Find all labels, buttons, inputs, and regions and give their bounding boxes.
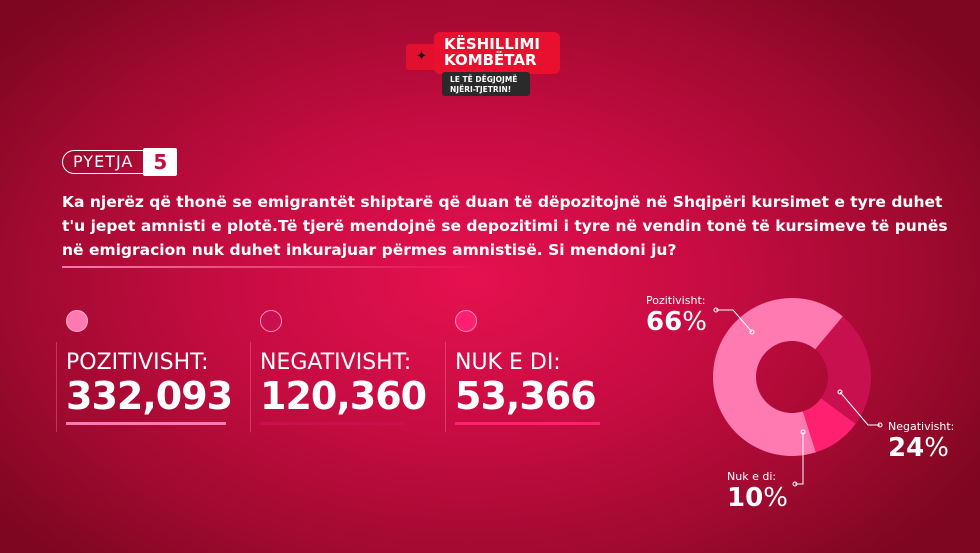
separator — [56, 342, 57, 432]
leader-dot — [749, 329, 755, 335]
stat-label: NUK E DI: — [455, 350, 561, 375]
leader-dot — [792, 481, 798, 487]
pct-label-pozitivisht: Pozitivisht: 66% — [646, 294, 707, 337]
slice-value: 10 — [727, 483, 764, 513]
stat-label: POZITIVISHT: — [66, 350, 209, 375]
unit: % — [763, 483, 788, 513]
logo-line1: KËSHILLIMI — [444, 35, 541, 53]
leader-dot — [800, 429, 806, 435]
slice-category: Negativisht: — [888, 420, 955, 433]
logo-line2: KOMBËTAR — [444, 51, 537, 69]
logo-tag2: NJËRI-TJETRIN! — [450, 85, 512, 94]
question-badge: PYETJA 5 — [62, 148, 178, 176]
separator — [250, 342, 251, 432]
legend-dot — [455, 310, 477, 332]
stat-bar — [455, 422, 600, 425]
legend-dot — [66, 310, 88, 332]
pct-label-negativisht: Negativisht: 24% — [888, 420, 954, 463]
divider — [62, 266, 482, 268]
question-text: Ka njerëz që thonë se emigrantët shiptar… — [62, 193, 948, 259]
logo: ✦ KËSHILLIMI KOMBËTAR LE TË DËGJOJMË NJËRI… — [406, 32, 561, 98]
slice-value: 24 — [888, 433, 925, 463]
stat-bar — [260, 422, 405, 425]
pct-label-nuk-e-di: Nuk e di: 10% — [727, 470, 788, 513]
flag-badge — [406, 44, 438, 70]
stat-value: 120,360 — [260, 374, 427, 418]
question-number: 5 — [143, 148, 178, 176]
leader-line — [795, 432, 804, 485]
slice-value: 66 — [646, 307, 683, 337]
logo-tagline: LE TË DËGJOJMË NJËRI-TJETRIN! — [442, 72, 530, 96]
leader-line — [839, 391, 880, 426]
question-label: PYETJA — [62, 150, 144, 174]
stat-label: NEGATIVISHT: — [260, 350, 412, 375]
leader-dot — [713, 307, 719, 313]
stat-value: 332,093 — [66, 374, 233, 418]
albanian-eagle-icon: ✦ — [416, 49, 427, 64]
unit: % — [682, 307, 707, 337]
slice-negativisht — [815, 316, 871, 424]
logo-title: KËSHILLIMI KOMBËTAR — [434, 32, 560, 74]
stat-value: 53,366 — [455, 374, 597, 418]
leader-line — [716, 309, 753, 333]
slice-pozitivisht — [713, 298, 843, 456]
stat-bar — [66, 422, 226, 425]
leader-dot — [877, 422, 883, 428]
slice-nuk-e-di — [802, 398, 856, 453]
slice-category: Pozitivisht: — [646, 294, 706, 307]
slice-category: Nuk e di: — [727, 470, 777, 483]
unit: % — [924, 433, 949, 463]
legend-dot — [260, 310, 282, 332]
separator — [445, 342, 446, 432]
leader-dot — [837, 389, 843, 395]
logo-tag1: LE TË DËGJOJMË — [450, 75, 518, 84]
